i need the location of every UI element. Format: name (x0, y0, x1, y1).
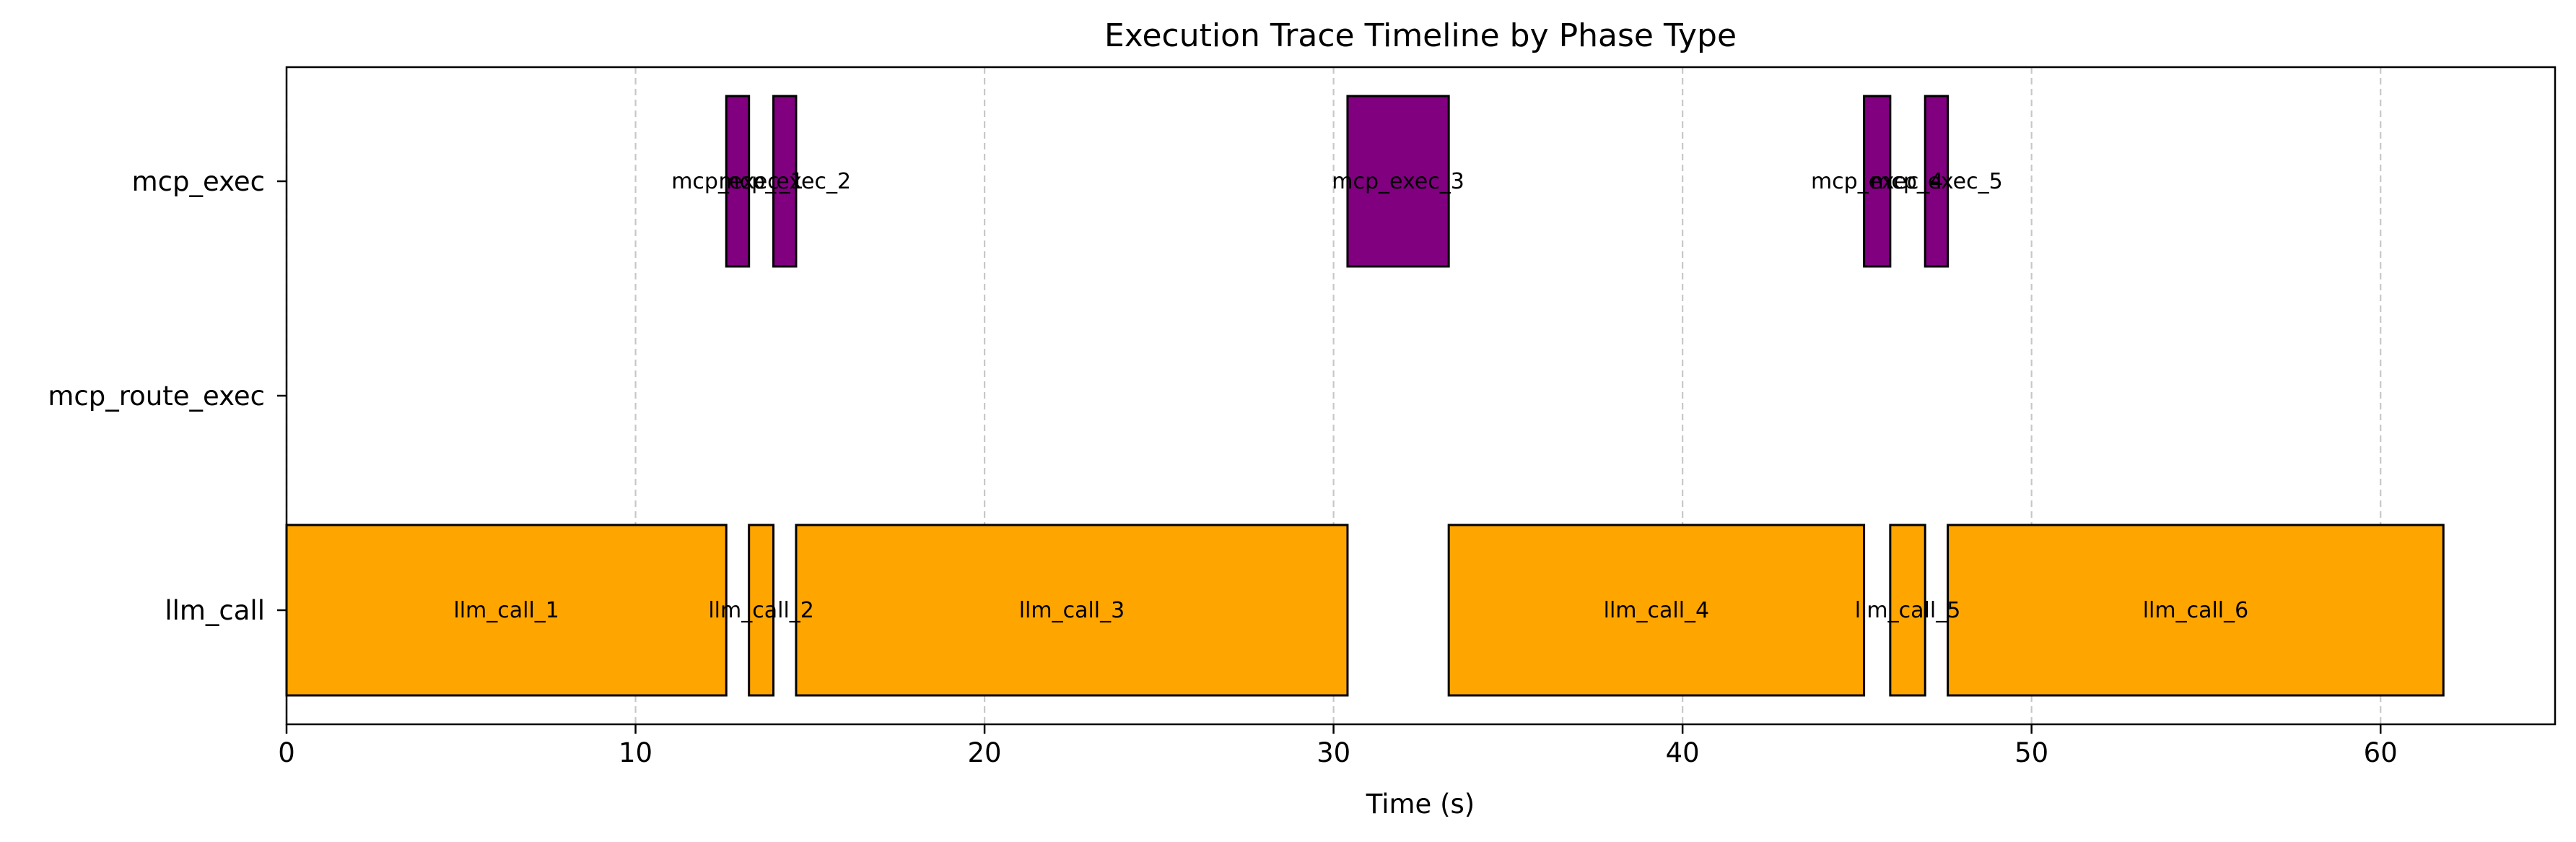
bar-label-llm_call_6: llm_call_6 (2143, 598, 2249, 623)
bar-mcp_exec_4 (1863, 95, 1892, 268)
bar-label-mcp_exec_5: mcp_exec_5 (1870, 169, 2003, 194)
bar-llm_call_1 (285, 524, 728, 697)
bar-llm_call_6 (1947, 524, 2445, 697)
bar-mcp_exec_2 (772, 95, 798, 268)
y-tick-label: mcp_exec (132, 166, 265, 197)
bar-label-mcp_exec_2: mcp_exec_2 (718, 169, 851, 194)
bar-label-mcp_exec_3: mcp_exec_3 (1332, 169, 1464, 194)
bar-label-llm_call_5: llm_call_5 (1855, 598, 1961, 623)
x-tick-label: 50 (2014, 737, 2048, 768)
y-axis-ticks: mcp_exec mcp_route_exec llm_call (48, 166, 287, 626)
bar-label-llm_call_2: llm_call_2 (708, 598, 814, 623)
grid-lines (285, 67, 2382, 724)
bar-llm_call_4 (1447, 524, 1866, 697)
bar-llm_call_3 (795, 524, 1349, 697)
y-tick-label: llm_call (165, 595, 265, 626)
bar-mcp_exec_1 (725, 95, 751, 268)
bar-label-llm_call_4: llm_call_4 (1604, 598, 1710, 623)
bar-mcp_exec_3 (1346, 95, 1450, 268)
bar-llm_call_5 (1889, 524, 1926, 697)
bar-label-llm_call_1: llm_call_1 (453, 598, 559, 623)
x-tick-label: 0 (278, 737, 295, 768)
x-tick-label: 40 (1666, 737, 1700, 768)
y-tick-label: mcp_route_exec (48, 381, 265, 412)
x-tick-label: 30 (1317, 737, 1350, 768)
x-tick-label: 20 (968, 737, 1002, 768)
bar-label-llm_call_3: llm_call_3 (1019, 598, 1125, 623)
bar-label-mcp_exec_1: mcp_exec_1 (671, 169, 804, 194)
bar-label-mcp_exec_4: mcp_exec_4 (1811, 169, 1944, 194)
bar-llm_call_2 (748, 524, 775, 697)
x-axis-label: Time (s) (1366, 789, 1475, 820)
x-axis-ticks: 0 10 20 30 40 50 60 (278, 724, 2398, 768)
chart-title: Execution Trace Timeline by Phase Type (1104, 17, 1737, 54)
bars (285, 95, 2445, 697)
bar-mcp_exec_5 (1924, 95, 1950, 268)
x-tick-label: 10 (619, 737, 652, 768)
x-tick-label: 60 (2364, 737, 2398, 768)
